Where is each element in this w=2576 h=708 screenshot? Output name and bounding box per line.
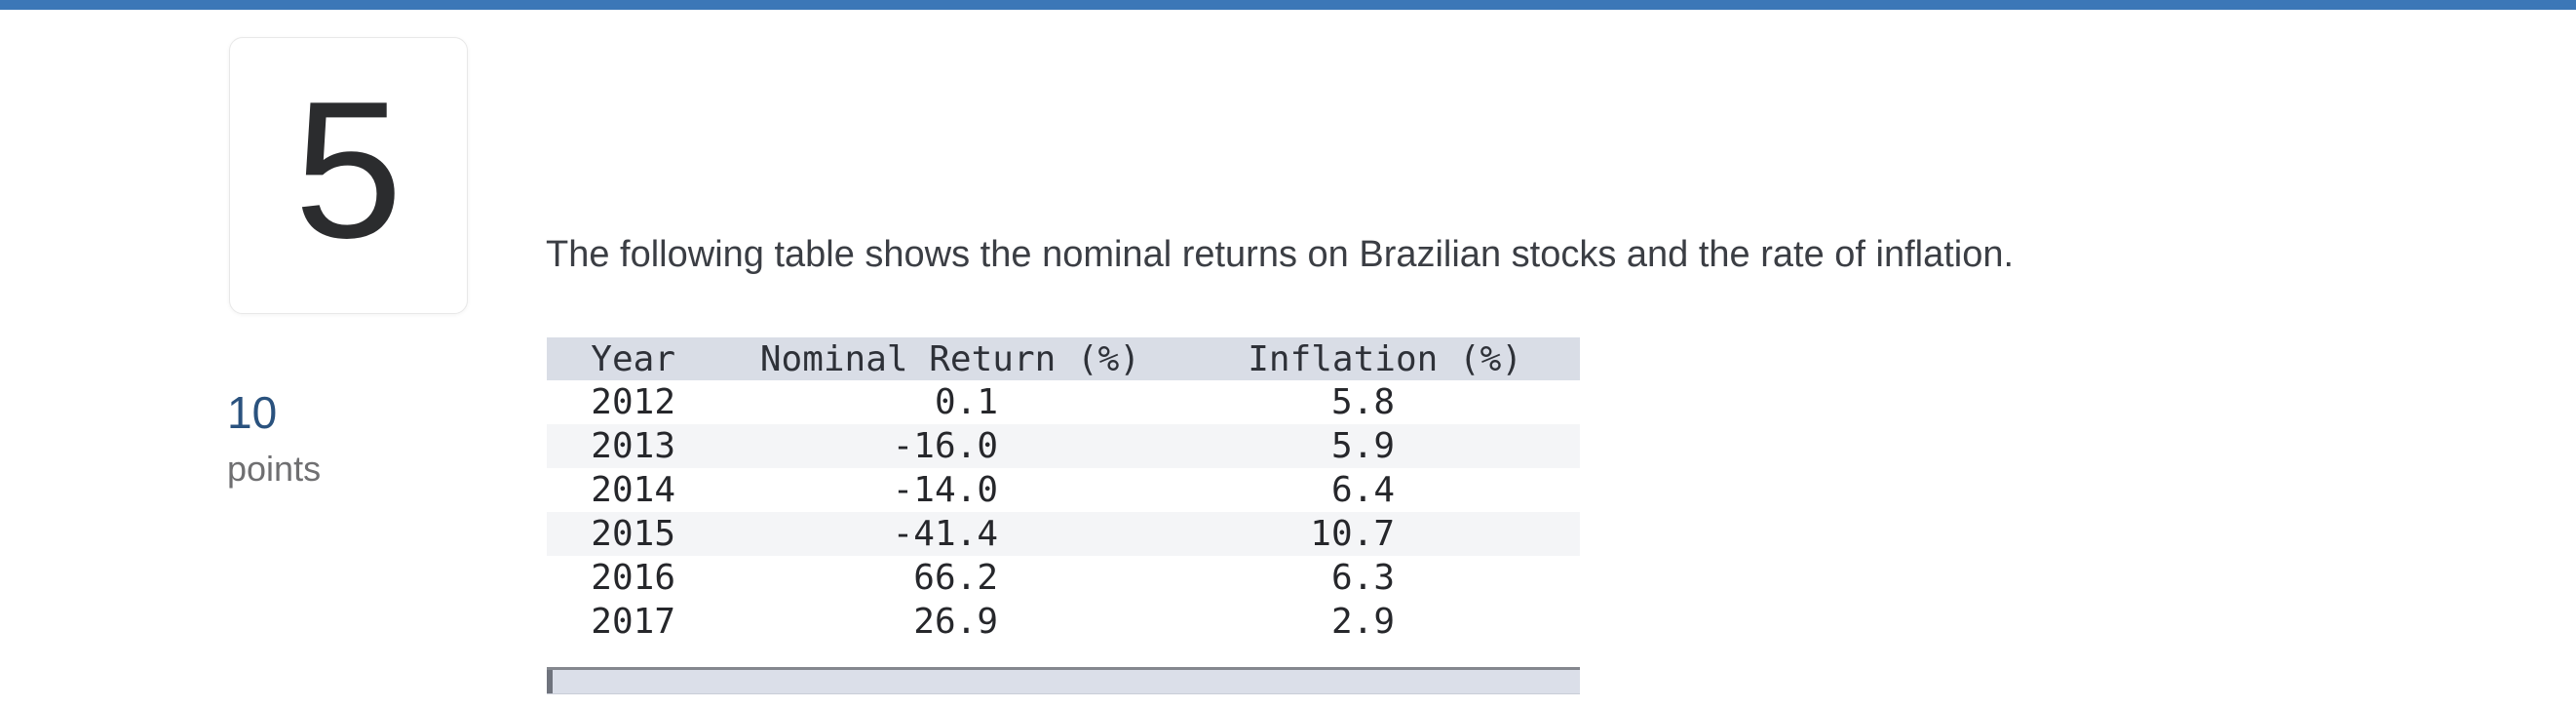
nominal-return-cell: 66.2 bbox=[913, 558, 998, 598]
inflation-cell: 2.9 bbox=[1330, 602, 1395, 642]
table-body: 2012 0.1 5.8 2013 -16.0 5.9 2014 -14.0 6… bbox=[547, 380, 1580, 644]
nominal-return-cell: 26.9 bbox=[913, 602, 998, 642]
nominal-return-cell: 0.1 bbox=[934, 382, 998, 422]
table-row: 2012 0.1 5.8 bbox=[547, 380, 1580, 424]
table-header-row: Year Nominal Return (%) Inflation (%) bbox=[547, 337, 1580, 380]
question-number: 5 bbox=[293, 61, 404, 279]
year-cell: 2014 bbox=[591, 470, 675, 510]
inflation-cell: 6.4 bbox=[1330, 470, 1395, 510]
table-row: 2014 -14.0 6.4 bbox=[547, 468, 1580, 512]
column-header-inflation: Inflation (%) bbox=[1171, 337, 1580, 380]
top-accent-bar bbox=[0, 0, 2576, 10]
inflation-cell: 5.8 bbox=[1330, 382, 1395, 422]
column-header-year: Year bbox=[547, 337, 703, 380]
nominal-return-cell: -41.4 bbox=[703, 512, 1171, 556]
question-prompt: The following table shows the nominal re… bbox=[546, 234, 2015, 275]
table-row: 2017 26.9 2.9 bbox=[547, 600, 1580, 644]
inflation-cell: 10.7 bbox=[1171, 512, 1580, 556]
question-number-card: 5 bbox=[229, 37, 468, 314]
table-row: 2015 -41.4 10.7 bbox=[547, 512, 1580, 556]
points-value: 10 bbox=[227, 387, 278, 438]
nominal-return-cell: -16.0 bbox=[703, 424, 1171, 468]
table-row: 2013 -16.0 5.9 bbox=[547, 424, 1580, 468]
inflation-cell: 5.9 bbox=[1171, 424, 1580, 468]
year-cell: 2013 bbox=[547, 424, 703, 468]
returns-inflation-table: Year Nominal Return (%) Inflation (%) 20… bbox=[547, 337, 1580, 644]
table-row: 2016 66.2 6.3 bbox=[547, 556, 1580, 600]
year-cell: 2017 bbox=[591, 602, 675, 642]
nominal-return-cell: -14.0 bbox=[892, 470, 998, 510]
year-cell: 2012 bbox=[591, 382, 675, 422]
year-cell: 2016 bbox=[591, 558, 675, 598]
column-header-nominal-return: Nominal Return (%) bbox=[703, 337, 1171, 380]
points-label: points bbox=[227, 449, 322, 489]
scrollbar-thumb[interactable] bbox=[547, 670, 553, 693]
year-cell: 2015 bbox=[547, 512, 703, 556]
horizontal-scrollbar[interactable] bbox=[547, 667, 1580, 694]
points-block: 10 points bbox=[227, 390, 321, 488]
inflation-cell: 6.3 bbox=[1330, 558, 1395, 598]
